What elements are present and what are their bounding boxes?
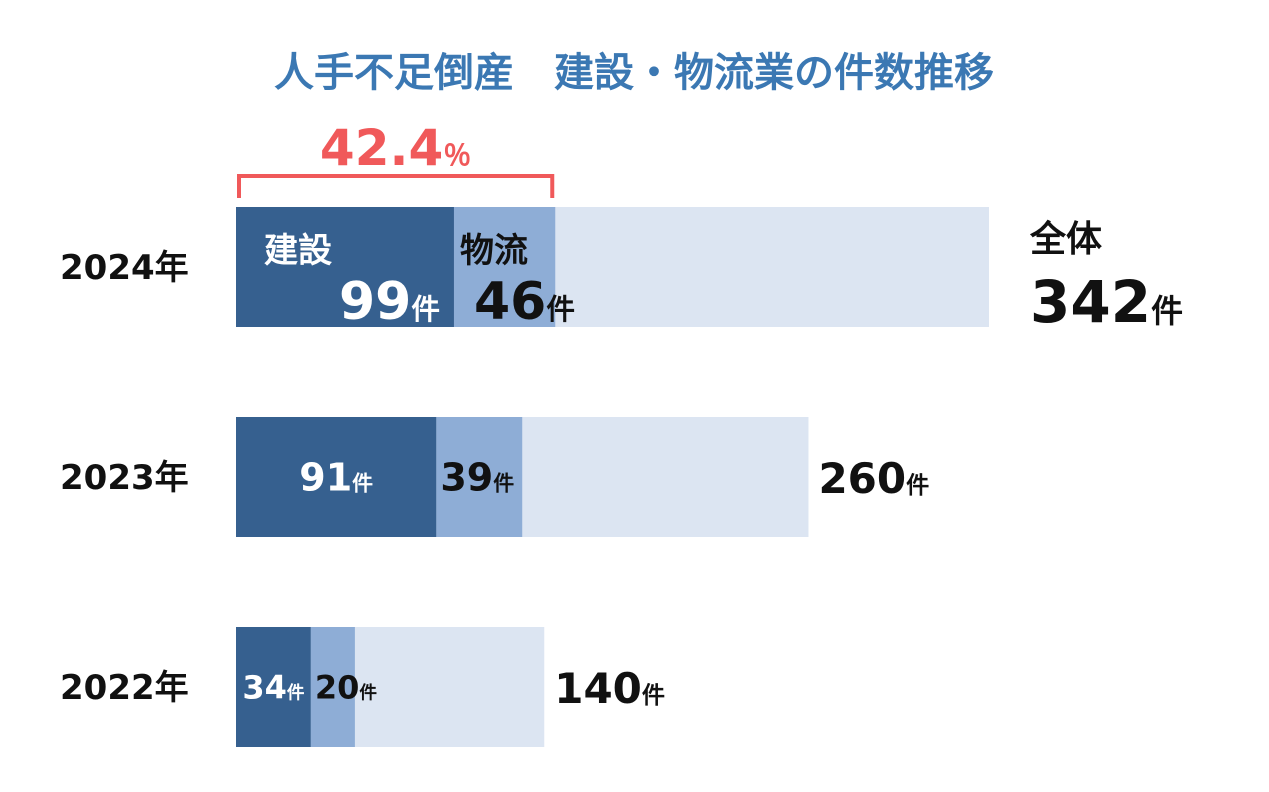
value-label-number: 34: [242, 669, 287, 707]
value-label-number: 91: [299, 456, 352, 500]
value-label: 99件: [339, 272, 440, 332]
value-label: 20件: [315, 669, 378, 707]
value-label: 140件: [554, 664, 665, 713]
series-name: 全体: [1029, 218, 1102, 260]
series-name: 建設: [264, 231, 332, 271]
bar-segment: [236, 627, 311, 747]
bar-segment: [310, 627, 355, 747]
series-name: 物流: [460, 231, 528, 271]
value-label-number: 46: [474, 272, 546, 332]
annotation-unit: ％: [443, 139, 471, 172]
bar-segment: [236, 207, 454, 327]
value-label-unit: 件: [493, 472, 514, 496]
value-label-number: 20: [315, 669, 360, 707]
value-label-unit: 件: [359, 683, 377, 704]
annotation-value: 42.4: [320, 119, 443, 177]
y-tick-label: 2023年: [60, 458, 189, 498]
annotation-bracket: [237, 174, 555, 198]
value-label-unit: 件: [411, 292, 440, 326]
value-label-number: 99: [339, 272, 411, 332]
value-label: 46件: [474, 272, 575, 332]
value-label: 34件: [242, 669, 305, 707]
value-label: 342件: [1030, 268, 1183, 336]
chart-title: 人手不足倒産 建設・物流業の件数推移: [274, 50, 994, 96]
value-label: 260件: [818, 454, 929, 503]
y-tick-label: 2022年: [60, 668, 189, 708]
bar-segment: [436, 417, 523, 537]
value-label-number: 140: [554, 664, 642, 713]
value-label-unit: 件: [287, 683, 305, 704]
value-label-unit: 件: [906, 473, 929, 499]
value-label-unit: 件: [546, 292, 575, 326]
bar-segment: [453, 207, 556, 327]
value-label-number: 342: [1030, 268, 1151, 336]
value-label-number: 39: [440, 456, 493, 500]
y-tick-label: 2024年: [60, 248, 189, 288]
value-label: 91件: [299, 456, 373, 500]
value-label-unit: 件: [352, 472, 373, 496]
annotation: 42.4％: [320, 119, 471, 177]
value-label-unit: 件: [1151, 292, 1183, 330]
value-label-number: 260: [818, 454, 906, 503]
value-label-unit: 件: [642, 683, 665, 709]
value-label: 39件: [440, 456, 514, 500]
bar-segment: [236, 417, 437, 537]
